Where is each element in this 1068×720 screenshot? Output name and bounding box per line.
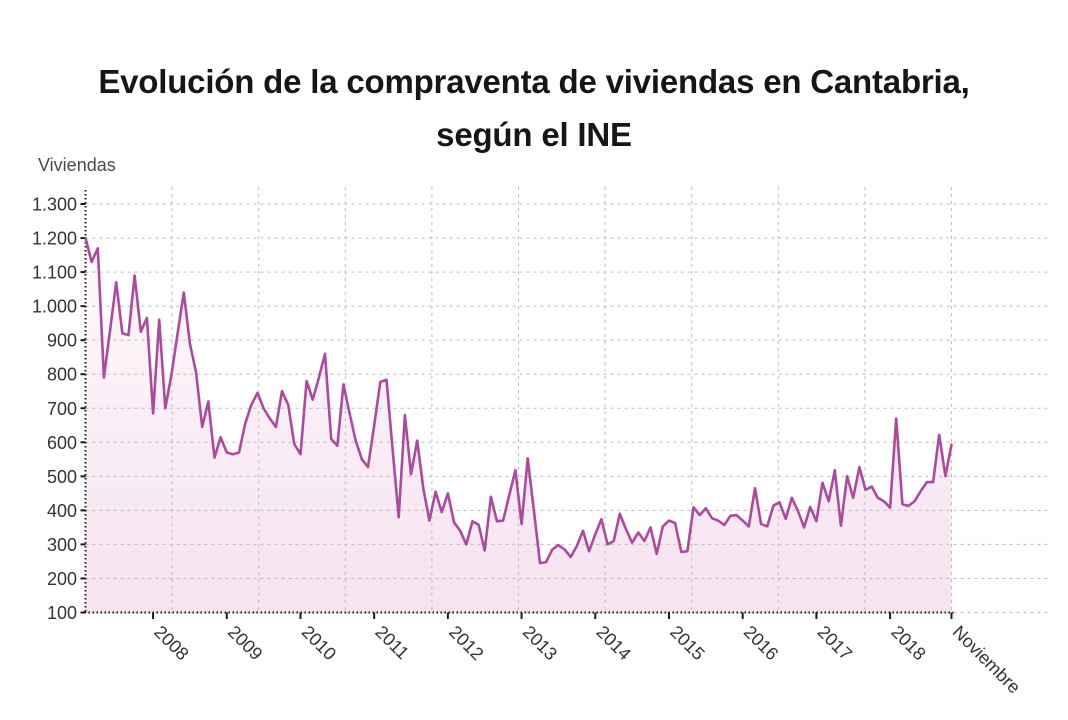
- y-tick-label-400: 400: [47, 501, 77, 521]
- chart-title: Evolución de la compraventa de viviendas…: [0, 55, 1068, 161]
- y-tick-label-500: 500: [47, 467, 77, 487]
- x-tick-label-2014: 2014: [592, 622, 634, 664]
- y-axis-title: Viviendas: [38, 155, 116, 175]
- y-tick-label-700: 700: [47, 399, 77, 419]
- chart-area-fill: [85, 238, 952, 613]
- y-tick-label-1200: 1.200: [32, 229, 77, 249]
- y-tick-label-800: 800: [47, 365, 77, 385]
- data-line-viviendas: [84, 236, 953, 565]
- x-tick-label-2012: 2012: [445, 622, 487, 664]
- x-tick-label-2011: 2011: [371, 622, 413, 664]
- y-tick-label-1000: 1.000: [32, 297, 77, 317]
- x-tick-label-2016: 2016: [740, 622, 782, 664]
- y-tick-label-900: 900: [47, 331, 77, 351]
- x-tick-label-2013: 2013: [519, 622, 561, 664]
- x-tick-label-2015: 2015: [666, 622, 708, 664]
- y-tick-label-200: 200: [47, 569, 77, 589]
- x-tick-label-Noviembre: Noviembre: [949, 622, 1025, 698]
- y-tick-label-300: 300: [47, 535, 77, 555]
- x-tick-label-2018: 2018: [887, 622, 929, 664]
- x-tick-label-2017: 2017: [814, 622, 856, 664]
- y-tick-label-100: 100: [47, 603, 77, 623]
- x-tick-label-2009: 2009: [224, 622, 266, 664]
- chart-title-line1: Evolución de la compraventa de viviendas…: [98, 63, 970, 101]
- chart-title-line2: según el INE: [436, 116, 632, 154]
- y-tick-label-1300: 1.300: [32, 195, 77, 215]
- x-tick-label-2010: 2010: [298, 622, 340, 664]
- y-tick-label-1100: 1.100: [32, 263, 77, 283]
- x-tick-label-2008: 2008: [150, 622, 192, 664]
- y-tick-label-600: 600: [47, 433, 77, 453]
